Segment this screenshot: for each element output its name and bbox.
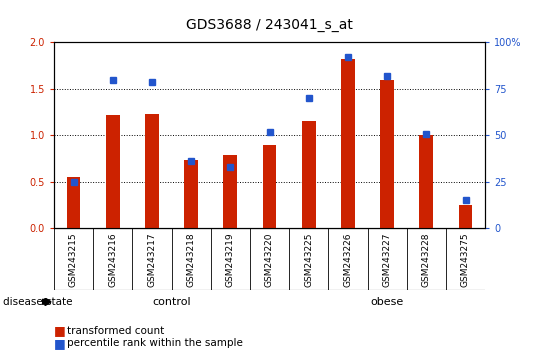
- Bar: [106, 115, 120, 228]
- Text: GDS3688 / 243041_s_at: GDS3688 / 243041_s_at: [186, 18, 353, 32]
- Text: GSM243228: GSM243228: [422, 232, 431, 286]
- Text: ■: ■: [54, 325, 66, 337]
- Text: ■: ■: [54, 337, 66, 350]
- Text: GSM243216: GSM243216: [108, 232, 117, 287]
- Bar: [145, 114, 159, 228]
- Bar: [67, 177, 80, 228]
- Text: transformed count: transformed count: [67, 326, 164, 336]
- Bar: [184, 160, 198, 228]
- Text: GSM243220: GSM243220: [265, 232, 274, 286]
- Bar: [380, 80, 394, 228]
- Text: GSM243226: GSM243226: [343, 232, 353, 286]
- Text: GSM243217: GSM243217: [147, 232, 156, 287]
- Text: percentile rank within the sample: percentile rank within the sample: [67, 338, 243, 348]
- Text: obese: obese: [370, 297, 404, 307]
- Text: control: control: [152, 297, 191, 307]
- Text: GSM243219: GSM243219: [226, 232, 235, 287]
- Bar: [341, 59, 355, 228]
- Text: GSM243218: GSM243218: [186, 232, 196, 287]
- Bar: [459, 205, 472, 228]
- Bar: [302, 121, 315, 228]
- Text: GSM243227: GSM243227: [383, 232, 392, 286]
- Text: disease state: disease state: [3, 297, 72, 307]
- FancyArrow shape: [42, 298, 51, 306]
- Bar: [262, 145, 277, 228]
- Text: GSM243215: GSM243215: [69, 232, 78, 287]
- Text: GSM243275: GSM243275: [461, 232, 470, 287]
- Text: GSM243225: GSM243225: [304, 232, 313, 286]
- Bar: [224, 155, 237, 228]
- Bar: [419, 136, 433, 228]
